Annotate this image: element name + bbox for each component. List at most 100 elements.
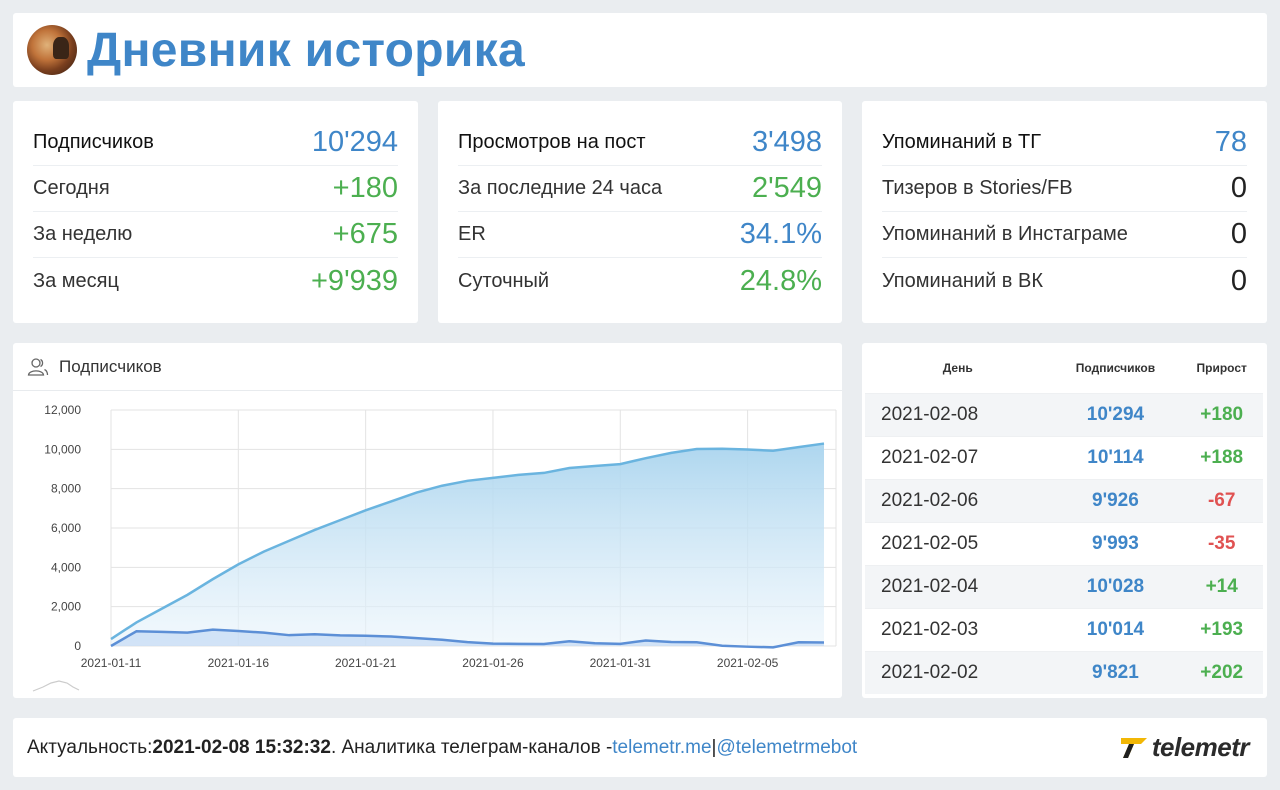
cell-date: 2021-02-03	[865, 607, 1051, 651]
views-label: Просмотров на пост	[458, 131, 646, 153]
cell-date: 2021-02-07	[865, 435, 1051, 479]
subscribers-value: +180	[332, 172, 398, 204]
subscribers-line	[110, 442, 825, 641]
subscribers-value: +9'939	[311, 264, 398, 297]
table-row: 2021-02-03 10'014 +193	[865, 607, 1263, 651]
table-row: 2021-02-06 9'926 -67	[865, 478, 1263, 522]
views-value: 3'498	[751, 126, 822, 158]
channel-title: Дневник историка	[87, 23, 525, 77]
subscribers-label: Сегодня	[33, 177, 110, 199]
views-label: Суточный	[458, 269, 550, 292]
chart-header: Подписчиков	[13, 343, 842, 391]
subscribers-value: 10'294	[311, 126, 398, 158]
telemetr-logo-text: telemetr	[1151, 732, 1250, 762]
cell-date: 2021-02-02	[865, 650, 1051, 694]
subscribers-chart-card: Подписчиков 0 2,000 4,000 6,000 8,000 10,000 1…	[13, 343, 842, 698]
subscribers-row: Подписчиков 10'294	[33, 120, 398, 166]
views-stats-card: Просмотров на пост 3'498 За последние 24 ч…	[438, 101, 842, 323]
views-value: 2'549	[751, 172, 822, 204]
mentions-label: Упоминаний в ТГ	[882, 131, 1042, 153]
cell-delta: +202	[1180, 650, 1263, 694]
table-row: 2021-02-08 10'294 +180	[865, 392, 1263, 436]
views-value: 34.1%	[739, 218, 822, 250]
col-growth: Прирост	[1196, 360, 1247, 375]
daily-table-card: День Подписчиков Прирост 2021-02-08 10'29…	[862, 343, 1267, 698]
cell-date: 2021-02-04	[865, 564, 1051, 608]
mentions-label: Упоминаний в ВК	[882, 269, 1043, 292]
footer-middle: . Аналитика телеграм-каналов -	[330, 736, 613, 758]
col-day: День	[942, 360, 973, 375]
subscribers-stats-card: Подписчиков 10'294 Сегодня +180 За неделю +67…	[13, 101, 418, 323]
views-row: Суточный 24.8%	[458, 258, 822, 304]
mentions-stats-card: Упоминаний в ТГ 78 Тизеров в Stories/FB 0 Уп…	[862, 101, 1267, 323]
chart-title: Подписчиков	[59, 356, 162, 376]
subscribers-label: За неделю	[33, 223, 133, 245]
subscribers-row: За неделю +675	[33, 212, 398, 258]
cell-subs: 9'993	[1050, 521, 1181, 565]
table-row: 2021-02-02 9'821 +202	[865, 650, 1263, 694]
views-label: ER	[458, 223, 486, 245]
mentions-row: Упоминаний в ВК 0	[882, 258, 1247, 304]
subscribers-area	[111, 443, 824, 646]
x-tick-label: 2021-01-21	[335, 656, 397, 670]
cell-subs: 9'926	[1050, 478, 1181, 522]
daily-table: День Подписчиков Прирост 2021-02-08 10'29…	[865, 343, 1263, 694]
subscribers-label: За месяц	[33, 269, 119, 292]
mentions-value: 0	[1230, 264, 1247, 297]
cell-date: 2021-02-08	[865, 392, 1051, 436]
views-label: За последние 24 часа	[458, 177, 663, 199]
navigator-sparkline	[32, 680, 80, 692]
y-tick-label: 2,000	[51, 600, 81, 614]
cell-subs: 10'028	[1050, 564, 1181, 608]
y-tick-label: 12,000	[44, 403, 81, 417]
cell-delta: -35	[1180, 521, 1263, 565]
growth-area	[111, 629, 824, 646]
cell-subs: 10'114	[1050, 435, 1181, 479]
table-row: 2021-02-04 10'028 +14	[865, 564, 1263, 608]
channel-header: Дневник историка	[13, 13, 1267, 87]
cell-date: 2021-02-06	[865, 478, 1051, 522]
subscribers-row: За месяц +9'939	[33, 258, 398, 304]
x-tick-label: 2021-01-31	[590, 656, 652, 670]
cell-subs: 10'014	[1050, 607, 1181, 651]
mentions-row: Упоминаний в ТГ 78	[882, 120, 1247, 166]
bot-link[interactable]: @telemetrmebot	[716, 736, 858, 758]
mentions-row: Упоминаний в Инстаграме 0	[882, 212, 1247, 258]
users-icon	[27, 357, 49, 376]
telemetr-logo-icon	[1120, 737, 1147, 758]
views-value: 24.8%	[739, 264, 822, 297]
x-tick-label: 2021-01-26	[462, 656, 524, 670]
x-tick-label: 2021-02-05	[717, 656, 779, 670]
cell-date: 2021-02-05	[865, 521, 1051, 565]
y-tick-label: 4,000	[51, 560, 81, 574]
cell-subs: 9'821	[1050, 650, 1181, 694]
cell-delta: +14	[1180, 564, 1263, 608]
subscribers-row: Сегодня +180	[33, 166, 398, 212]
mentions-row: Тизеров в Stories/FB 0	[882, 166, 1247, 212]
cell-subs: 10'294	[1050, 392, 1181, 436]
mentions-label: Упоминаний в Инстаграме	[882, 223, 1128, 245]
mentions-value: 78	[1214, 126, 1247, 158]
table-row: 2021-02-07 10'114 +188	[865, 435, 1263, 479]
table-row: 2021-02-05 9'993 -35	[865, 521, 1263, 565]
subscribers-value: +675	[332, 218, 398, 250]
channel-avatar	[27, 25, 77, 75]
col-subscribers: Подписчиков	[1075, 360, 1156, 375]
x-tick-label: 2021-01-11	[81, 656, 142, 670]
x-tick-label: 2021-01-16	[208, 656, 270, 670]
views-row: Просмотров на пост 3'498	[458, 120, 822, 166]
subscribers-label: Подписчиков	[33, 131, 154, 153]
site-link[interactable]: telemetr.me	[612, 736, 712, 758]
subscribers-chart: 0 2,000 4,000 6,000 8,000 10,000 12,000 2021-01…	[32, 403, 837, 692]
telemetr-logo[interactable]: telemetr	[1120, 732, 1250, 763]
mentions-label: Тизеров в Stories/FB	[882, 177, 1073, 199]
cell-delta: +188	[1180, 435, 1263, 479]
y-tick-label: 10,000	[44, 442, 81, 456]
views-row: За последние 24 часа 2'549	[458, 166, 822, 212]
footer: Актуальность: 2021-02-08 15:32:32 . Анал…	[13, 718, 1267, 777]
views-row: ER 34.1%	[458, 212, 822, 258]
y-tick-label: 6,000	[51, 521, 81, 535]
mentions-value: 0	[1230, 172, 1247, 204]
cell-delta: -67	[1180, 478, 1263, 522]
y-tick-label: 0	[74, 639, 81, 653]
